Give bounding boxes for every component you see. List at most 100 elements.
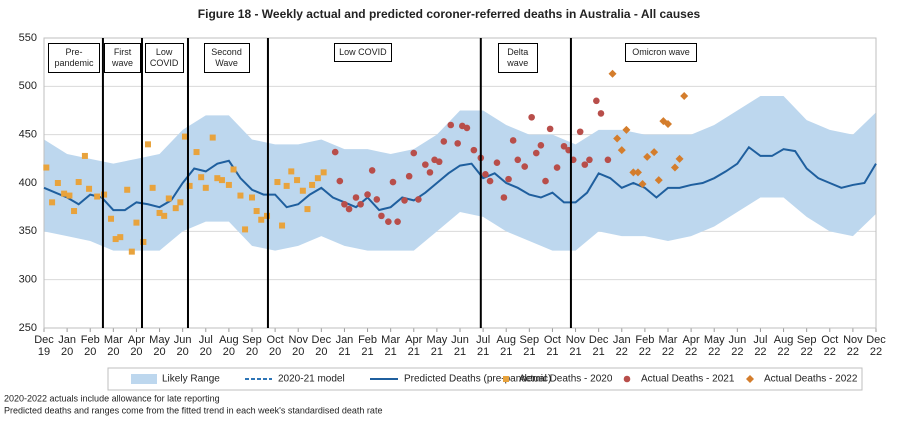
point [357,200,364,208]
point [161,212,168,219]
y-tick-label: 500 [19,80,37,92]
point [218,177,225,184]
point [181,133,188,140]
y-tick-label: 350 [19,225,37,237]
annotation: Second Wave [203,43,250,73]
point [440,138,448,145]
point [237,192,244,199]
x-tick-label: Jun 21 [451,334,469,358]
point [304,206,311,213]
point [633,168,642,177]
x-tick-label: Apr 21 [405,334,423,358]
point [352,194,360,201]
point [454,140,461,147]
point [528,113,535,121]
annotation: First wave [104,43,142,73]
x-tick-label: Nov 22 [843,334,863,358]
point [86,185,93,192]
likely-range [44,96,876,251]
point [128,248,135,255]
x-tick-label: Mar 22 [658,334,678,358]
point [288,168,295,175]
point [394,218,401,225]
point [500,194,508,201]
point [622,125,631,134]
x-tick-label: Dec 19 [34,334,54,358]
point [617,146,626,155]
legend-swatch [503,376,509,382]
point [505,175,512,183]
point [94,193,101,200]
annotation: Omicron wave [625,43,698,62]
x-tick-label: Jan 22 [612,334,631,358]
x-tick-label: Oct 22 [821,334,839,358]
legend-label: Actual Deaths - 2022 [764,374,858,385]
x-tick-label: Jul 21 [476,334,491,358]
x-tick-label: Apr 22 [682,334,700,358]
point [214,175,221,182]
point [576,128,584,136]
point [75,179,82,186]
point [186,182,193,189]
x-tick-label: May 22 [703,334,725,358]
point [156,209,163,216]
point [463,124,471,132]
y-tick-label: 300 [19,274,37,286]
x-tick-label: Jul 22 [753,334,768,358]
x-tick-label: Aug 22 [773,334,794,358]
x-tick-label: Mar 21 [381,334,401,358]
x-tick-label: Feb 20 [80,334,100,358]
point [172,205,179,212]
point [378,212,385,220]
x-tick-label: Apr 20 [127,334,145,358]
point [242,226,249,233]
point [274,179,281,186]
point [202,184,209,191]
x-tick-label: Dec 20 [311,334,332,358]
point [112,236,119,243]
point [124,186,131,193]
point [643,152,652,161]
point [482,171,489,178]
point [336,177,344,185]
x-tick-label: Nov 21 [565,334,586,358]
point [422,161,429,168]
legend-swatch [131,374,157,384]
x-tick-label: Oct 21 [543,334,561,358]
x-tick-label: Jul 20 [198,334,213,358]
point [177,199,184,206]
point [546,125,554,133]
annotation: Low COVID [144,43,184,73]
point [670,163,679,172]
legend-label: Actual Deaths - 2020 [519,374,613,385]
point [608,69,617,78]
point [389,178,397,186]
point [283,182,290,189]
point [249,194,255,201]
point [165,195,172,202]
point [209,134,216,141]
point [309,181,316,188]
y-tick-label: 550 [19,32,37,44]
legend-box [107,367,863,391]
x-tick-label: Jun 22 [728,334,747,358]
legend-label: Actual Deaths - 2021 [641,374,735,385]
note: Predicted deaths and ranges come from th… [4,405,382,415]
point [140,238,147,245]
point [43,164,50,171]
legend-label: Predicted Deaths (pre-pandemic) [404,374,551,385]
point [133,219,140,226]
x-tick-label: Oct 20 [266,334,284,358]
legend-label: Likely Range [162,374,220,385]
point [542,177,549,185]
point [426,169,434,176]
point [410,149,418,157]
x-tick-label: Sep 21 [519,334,540,358]
point [537,142,545,149]
x-tick-label: Dec 21 [588,334,609,358]
point [493,159,501,166]
point [198,174,205,181]
point [597,110,605,117]
point [553,164,561,171]
